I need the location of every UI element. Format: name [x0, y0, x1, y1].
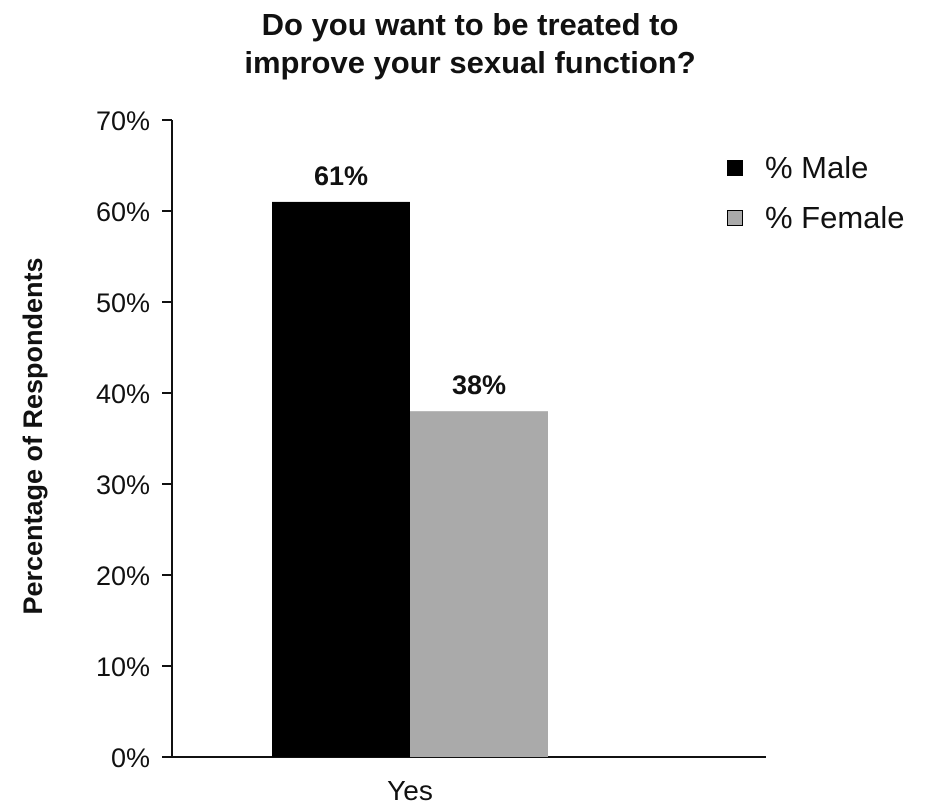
y-tick-label: 10%	[96, 652, 150, 682]
y-tick-label: 50%	[96, 288, 150, 318]
y-axis-label: Percentage of Respondents	[18, 257, 48, 614]
bar-female	[410, 411, 548, 757]
bars	[272, 201, 548, 757]
legend-label-male: % Male	[765, 150, 869, 185]
legend-label-female: % Female	[765, 200, 905, 235]
legend-swatch-female	[727, 210, 743, 226]
chart-title-line-1: Do you want to be treated to	[261, 7, 679, 42]
legend-item-male: % Male	[727, 143, 922, 193]
chart-title: Do you want to be treated to improve you…	[140, 6, 800, 82]
x-tick-label: Yes	[387, 775, 433, 806]
y-tick-label: 30%	[96, 470, 150, 500]
legend: % Male % Female	[727, 143, 922, 243]
data-label-female: 38%	[452, 370, 506, 400]
legend-swatch-male	[727, 160, 743, 176]
y-tick-label: 60%	[96, 197, 150, 227]
y-tick-label: 70%	[96, 106, 150, 136]
data-labels: 61% 38%	[314, 161, 506, 400]
chart-title-line-2: improve your sexual function?	[244, 45, 696, 80]
bar-male	[272, 201, 410, 757]
data-label-male: 61%	[314, 161, 368, 191]
y-tick-label: 40%	[96, 379, 150, 409]
y-tick-label: 0%	[111, 743, 150, 773]
axes: 0% 10% 20% 30% 40% 50% 60% 70% Yes	[96, 106, 766, 806]
y-tick-label: 20%	[96, 561, 150, 591]
legend-item-female: % Female	[727, 193, 922, 243]
